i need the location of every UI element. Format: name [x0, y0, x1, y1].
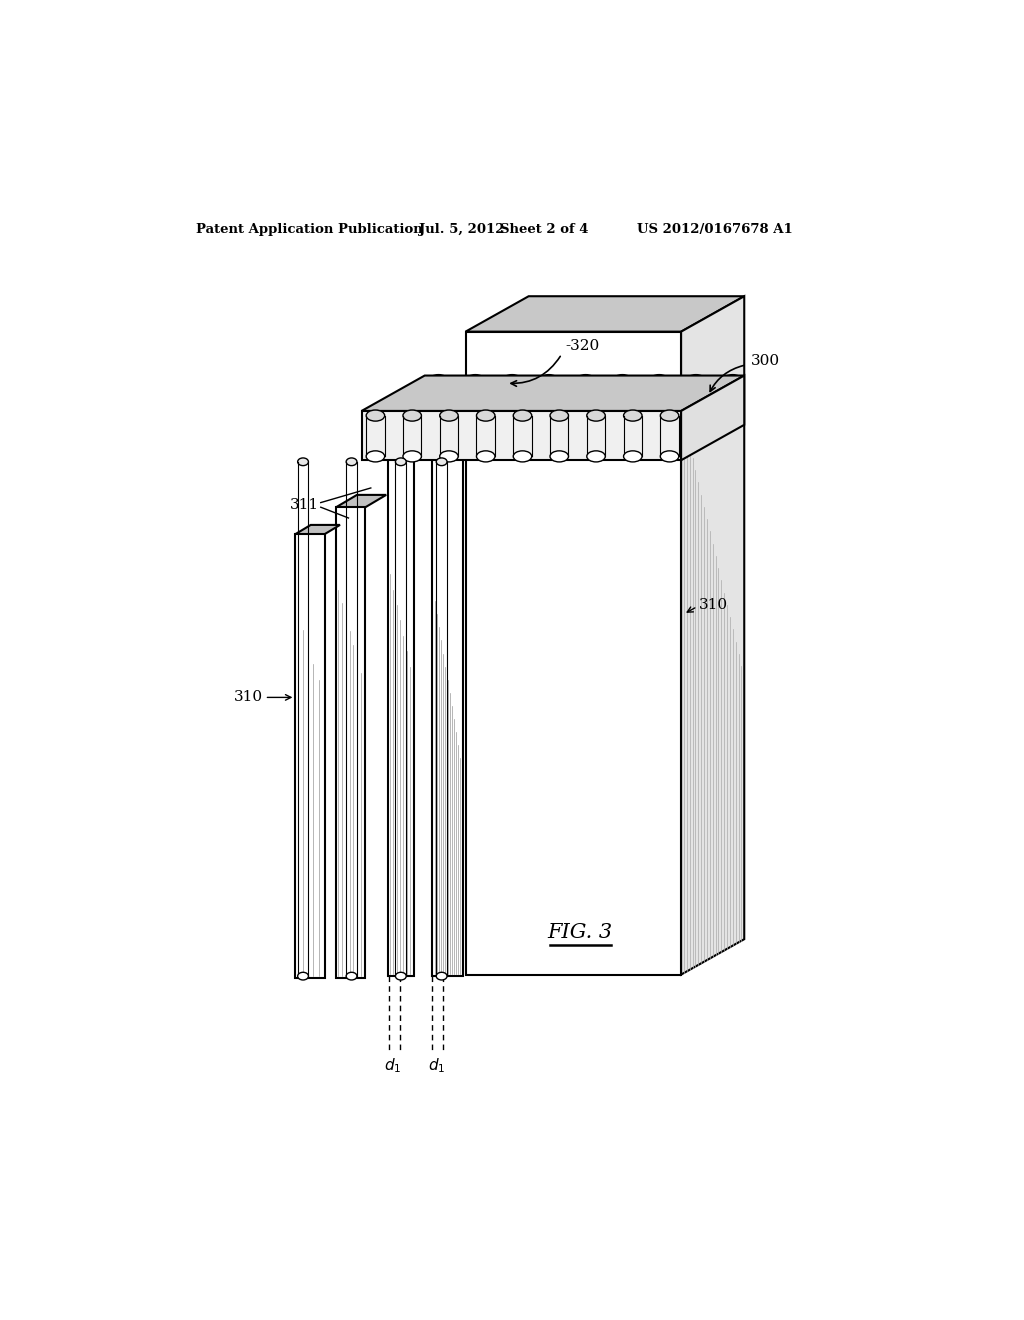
- Ellipse shape: [476, 451, 495, 462]
- Polygon shape: [466, 331, 681, 974]
- Ellipse shape: [439, 451, 458, 462]
- Ellipse shape: [466, 416, 484, 426]
- Ellipse shape: [613, 416, 632, 426]
- Ellipse shape: [540, 375, 558, 385]
- Polygon shape: [388, 457, 414, 977]
- Ellipse shape: [476, 411, 495, 421]
- Ellipse shape: [550, 411, 568, 421]
- Text: $d_1$: $d_1$: [384, 1056, 401, 1074]
- Ellipse shape: [577, 416, 595, 426]
- Polygon shape: [432, 440, 495, 457]
- Text: Jul. 5, 2012: Jul. 5, 2012: [419, 223, 505, 236]
- Ellipse shape: [624, 451, 642, 462]
- Ellipse shape: [429, 375, 447, 385]
- Ellipse shape: [513, 411, 531, 421]
- Ellipse shape: [587, 451, 605, 462]
- Polygon shape: [388, 440, 445, 457]
- Ellipse shape: [298, 458, 308, 466]
- Ellipse shape: [503, 416, 521, 426]
- Text: 310: 310: [233, 690, 263, 705]
- Ellipse shape: [436, 458, 447, 466]
- Ellipse shape: [687, 375, 706, 385]
- Ellipse shape: [660, 411, 679, 421]
- Ellipse shape: [613, 375, 632, 385]
- Polygon shape: [681, 296, 744, 974]
- Ellipse shape: [439, 411, 458, 421]
- Ellipse shape: [403, 451, 422, 462]
- Ellipse shape: [624, 411, 642, 421]
- Polygon shape: [681, 376, 744, 461]
- Ellipse shape: [466, 375, 484, 385]
- Ellipse shape: [513, 451, 531, 462]
- Text: Patent Application Publication: Patent Application Publication: [196, 223, 423, 236]
- Ellipse shape: [687, 416, 706, 426]
- Text: Sheet 2 of 4: Sheet 2 of 4: [500, 223, 589, 236]
- Ellipse shape: [650, 375, 669, 385]
- Ellipse shape: [298, 973, 308, 979]
- Polygon shape: [295, 535, 325, 978]
- Ellipse shape: [395, 973, 407, 979]
- Ellipse shape: [346, 973, 357, 979]
- Ellipse shape: [367, 451, 385, 462]
- Polygon shape: [336, 495, 386, 507]
- Text: 300: 300: [752, 354, 780, 368]
- Polygon shape: [466, 296, 744, 331]
- Polygon shape: [361, 376, 744, 411]
- Text: US 2012/0167678 A1: US 2012/0167678 A1: [637, 223, 793, 236]
- Polygon shape: [361, 411, 681, 461]
- Ellipse shape: [550, 451, 568, 462]
- Ellipse shape: [724, 375, 742, 385]
- Ellipse shape: [436, 973, 447, 979]
- Text: 310: 310: [698, 598, 728, 612]
- Ellipse shape: [395, 458, 407, 466]
- Ellipse shape: [540, 416, 558, 426]
- Polygon shape: [295, 525, 340, 535]
- Ellipse shape: [503, 375, 521, 385]
- Ellipse shape: [346, 458, 357, 466]
- Ellipse shape: [724, 416, 742, 426]
- Text: $d_1$: $d_1$: [428, 1056, 445, 1074]
- Ellipse shape: [403, 411, 422, 421]
- Polygon shape: [336, 507, 366, 978]
- Ellipse shape: [577, 375, 595, 385]
- Text: -320: -320: [565, 339, 600, 354]
- Polygon shape: [432, 457, 463, 977]
- Ellipse shape: [587, 411, 605, 421]
- Ellipse shape: [650, 416, 669, 426]
- Ellipse shape: [660, 451, 679, 462]
- Text: 311: 311: [290, 498, 319, 512]
- Ellipse shape: [429, 416, 447, 426]
- Text: FIG. 3: FIG. 3: [547, 923, 612, 941]
- Ellipse shape: [367, 411, 385, 421]
